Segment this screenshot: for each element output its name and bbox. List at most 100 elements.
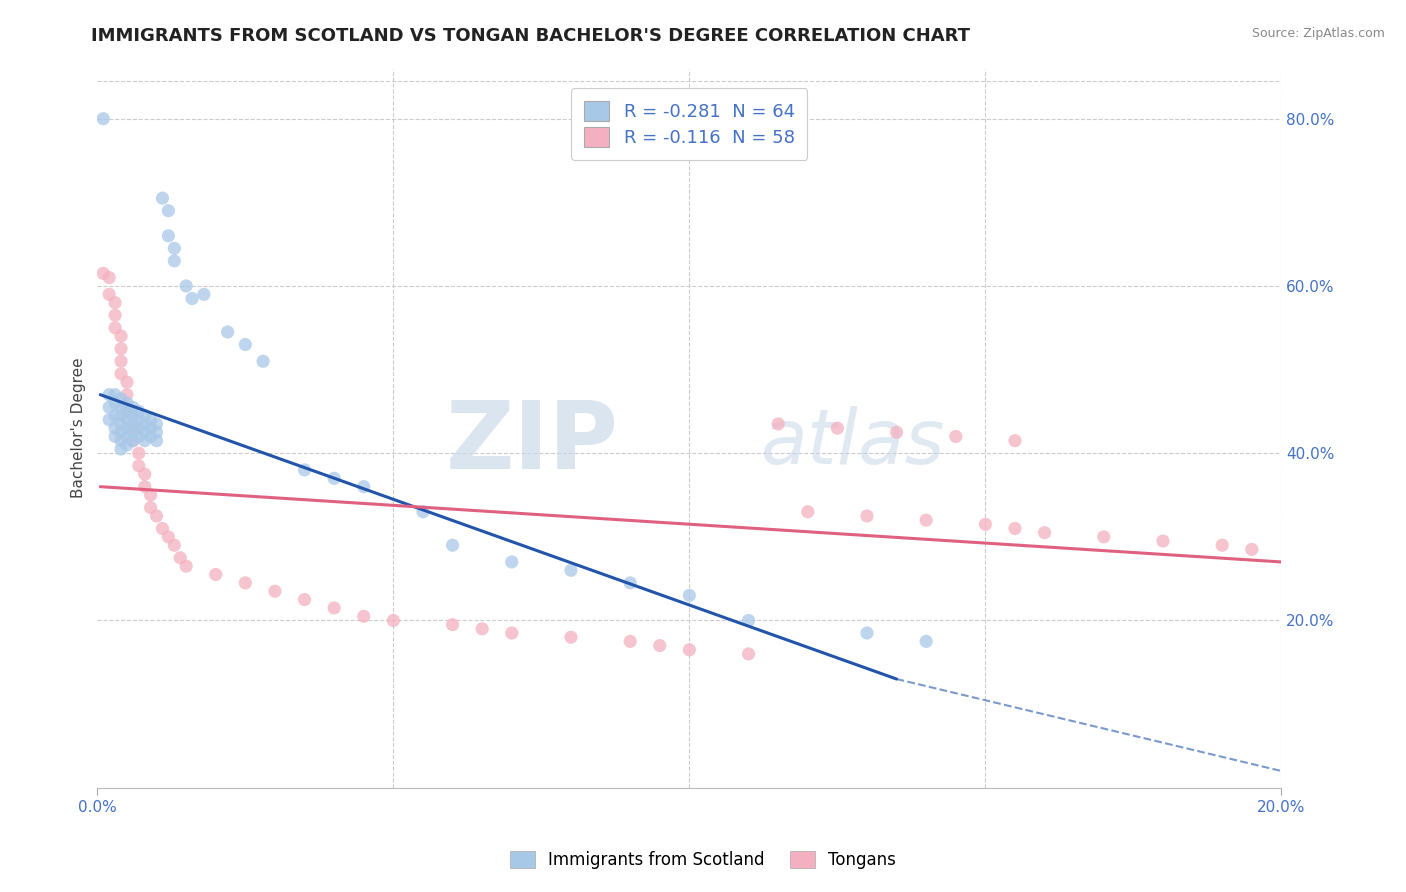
Point <box>294 592 316 607</box>
Point <box>139 429 162 443</box>
Point <box>353 609 375 624</box>
Point <box>115 438 138 452</box>
Legend: R = -0.281  N = 64, R = -0.116  N = 58: R = -0.281 N = 64, R = -0.116 N = 58 <box>571 88 807 160</box>
Point <box>139 421 162 435</box>
Point <box>110 425 132 440</box>
Point <box>174 559 197 574</box>
Point <box>139 488 162 502</box>
Point <box>134 425 156 440</box>
Point <box>181 292 204 306</box>
Point <box>115 401 138 415</box>
Point <box>235 575 257 590</box>
Point <box>98 387 121 401</box>
Point <box>91 112 114 126</box>
Point <box>204 567 226 582</box>
Point <box>110 392 132 406</box>
Point <box>104 421 127 435</box>
Point <box>560 563 582 577</box>
Point <box>110 434 132 448</box>
Point <box>110 367 132 381</box>
Point <box>139 500 162 515</box>
Point <box>98 413 121 427</box>
Point <box>122 421 145 435</box>
Point <box>619 575 641 590</box>
Point <box>441 538 464 552</box>
Point <box>110 409 132 423</box>
Point <box>145 417 167 431</box>
Point <box>264 584 287 599</box>
Point <box>98 270 121 285</box>
Point <box>648 639 671 653</box>
Point <box>128 413 150 427</box>
Point <box>501 626 523 640</box>
Point <box>115 375 138 389</box>
Point <box>139 413 162 427</box>
Point <box>104 387 127 401</box>
Point <box>145 434 167 448</box>
Point <box>619 634 641 648</box>
Point <box>886 425 908 440</box>
Point <box>122 434 145 448</box>
Point <box>104 295 127 310</box>
Point <box>98 287 121 301</box>
Point <box>104 308 127 322</box>
Point <box>323 601 346 615</box>
Point <box>856 626 879 640</box>
Point <box>128 429 150 443</box>
Point <box>501 555 523 569</box>
Point <box>157 530 180 544</box>
Point <box>110 417 132 431</box>
Point <box>128 446 150 460</box>
Point <box>98 401 121 415</box>
Point <box>115 404 138 418</box>
Point <box>152 191 174 205</box>
Point <box>145 508 167 523</box>
Point <box>122 409 145 423</box>
Point <box>157 228 180 243</box>
Point <box>145 425 167 440</box>
Point <box>110 329 132 343</box>
Point <box>678 642 700 657</box>
Point <box>193 287 215 301</box>
Point <box>163 253 186 268</box>
Text: ZIP: ZIP <box>446 397 619 489</box>
Text: IMMIGRANTS FROM SCOTLAND VS TONGAN BACHELOR'S DEGREE CORRELATION CHART: IMMIGRANTS FROM SCOTLAND VS TONGAN BACHE… <box>91 27 970 45</box>
Point <box>122 434 145 448</box>
Point <box>115 396 138 410</box>
Point <box>104 429 127 443</box>
Legend: Immigrants from Scotland, Tongans: Immigrants from Scotland, Tongans <box>501 841 905 880</box>
Point <box>323 471 346 485</box>
Point <box>1092 530 1115 544</box>
Point <box>915 513 938 527</box>
Point <box>134 480 156 494</box>
Point <box>915 634 938 648</box>
Point <box>382 614 405 628</box>
Point <box>104 320 127 334</box>
Point <box>115 413 138 427</box>
Point <box>110 354 132 368</box>
Point <box>163 241 186 255</box>
Point <box>115 429 138 443</box>
Point <box>104 396 127 410</box>
Point <box>110 342 132 356</box>
Point <box>1004 521 1026 535</box>
Point <box>1211 538 1233 552</box>
Point <box>797 505 820 519</box>
Point <box>122 401 145 415</box>
Point <box>441 617 464 632</box>
Point <box>91 267 114 281</box>
Point <box>294 463 316 477</box>
Point <box>104 409 127 423</box>
Text: Source: ZipAtlas.com: Source: ZipAtlas.com <box>1251 27 1385 40</box>
Point <box>252 354 274 368</box>
Point <box>471 622 494 636</box>
Point <box>128 458 150 473</box>
Point <box>560 630 582 644</box>
Point <box>128 404 150 418</box>
Point <box>115 387 138 401</box>
Point <box>1033 525 1056 540</box>
Point <box>122 417 145 431</box>
Point <box>122 409 145 423</box>
Point <box>110 442 132 456</box>
Point <box>134 434 156 448</box>
